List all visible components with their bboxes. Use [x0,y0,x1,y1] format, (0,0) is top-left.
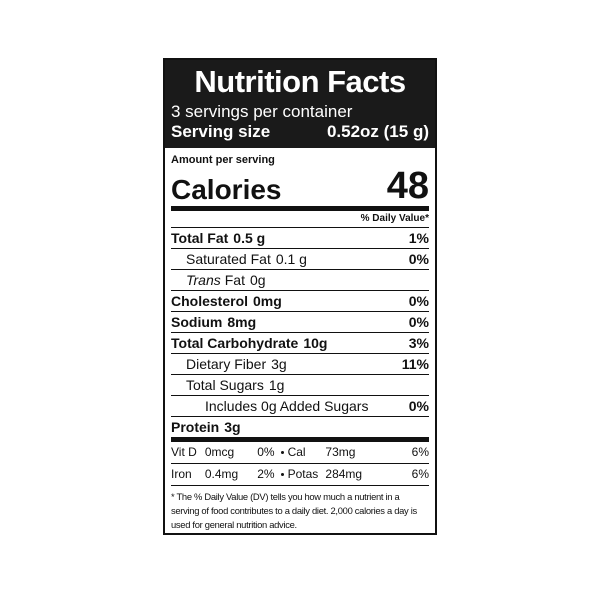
nutrient-amount: 0.5 g [233,230,266,246]
header: Nutrition Facts 3 servings per container… [165,60,435,148]
nutrient-dv: 1% [408,230,429,246]
vitamin-name: Vit D [171,445,197,459]
nutrient-amount: 3g [271,356,287,372]
nutrition-label: Nutrition Facts 3 servings per container… [163,58,437,535]
vitamin-row: Vit D 0mcg 0% Cal 73mg 6% [171,442,429,464]
calories: Calories 48 [171,166,429,211]
nutrients: Total Fat 0.5 g 1% Saturated Fat 0.1 g 0% Tran… [171,228,429,442]
nutrient-row: Total Sugars 1g [171,375,429,396]
vitamin-row: Iron 0.4mg 2% Potas 284mg 6% [171,464,429,486]
amount-per-serving: Amount per serving [171,154,275,166]
serving-size-value: 0.52oz (15 g) [326,122,429,141]
separator-dot [280,451,284,454]
vitamin-name: Iron [171,467,192,481]
vitamin-amount: 284mg [325,467,363,481]
nutrient-dv: 0% [408,314,429,330]
nutrient-name-wrap: Total Carbohydrate 10g [171,333,379,353]
nutrient-name-wrap: Sodium 8mg [171,312,379,332]
nutrient-name: Includes 0g Added Sugars [205,398,369,414]
vitamin-dv: 0% [257,445,275,459]
nutrient-row: Sodium 8mg 0% [171,312,429,333]
serving-size-label: Serving size [171,122,271,141]
label-body: Amount per serving Calories 48 % Daily V… [165,154,435,532]
footnote: * The % Daily Value (DV) tells you how m… [171,491,417,530]
calories-label: Calories [171,174,282,205]
nutrient-dv: 0% [408,251,429,267]
nutrient-name: Saturated Fat [186,251,271,267]
nutrient-name-wrap: Saturated Fat 0.1 g [186,249,379,269]
nutrient-amount: 0.1 g [275,251,307,267]
nutrient-name-wrap: Total Sugars 1g [186,375,429,395]
nutrient-name-wrap: Dietary Fiber 3g [186,354,379,374]
dv-header: % Daily Value* [171,211,429,228]
nutrient-dv: 0% [408,293,429,309]
nutrient-name-italic: Trans [186,272,221,288]
vitamin-amount: 73mg [325,445,356,459]
nutrient-name: Protein [171,419,220,435]
nutrient-name: Fat [224,272,245,288]
vitamin-amount: 0.4mg [204,467,239,481]
serving-size: Serving size 0.52oz (15 g) [171,122,429,142]
nutrient-name-wrap: Includes 0g Added Sugars [205,396,379,416]
title: Nutrition Facts [194,64,406,99]
calories-value: 48 [386,165,429,207]
nutrient-row: Protein 3g [171,417,429,442]
nutrient-name-wrap: Trans Fat 0g [186,270,429,290]
nutrient-row: Dietary Fiber 3g 11% [171,354,429,375]
nutrient-name-wrap: Protein 3g [171,417,429,437]
nutrient-row: Total Fat 0.5 g 1% [171,228,429,249]
nutrient-amount: 3g [224,419,241,435]
nutrient-row: Cholesterol 0mg 0% [171,291,429,312]
nutrient-dv: 11% [401,356,429,372]
nutrient-amount: 10g [303,335,328,351]
vitamin-amount: 0mcg [204,445,235,459]
vitamin-name: Potas [287,467,319,481]
nutrient-amount: 0g [249,272,266,288]
vitamin-dv: 6% [411,467,429,481]
nutrient-name-wrap: Cholesterol 0mg [171,291,379,311]
nutrient-amount: 8mg [227,314,257,330]
nutrient-amount: 1g [268,377,285,393]
nutrient-dv: 0% [408,398,429,414]
vitamin-dv: 6% [411,445,429,459]
vitamin-name: Cal [287,445,306,459]
nutrient-name: Total Sugars [186,377,264,393]
vitamins: Vit D 0mcg 0% Cal 73mg 6% Iron 0.4mg 2% Potas 284m… [171,442,429,486]
nutrient-row: Trans Fat 0g [171,270,429,291]
nutrient-row: Includes 0g Added Sugars 0% [171,396,429,417]
vitamin-dv: 2% [257,467,275,481]
nutrient-name: Total Carbohydrate [171,335,299,351]
nutrient-name: Sodium [171,314,223,330]
nutrient-row: Total Carbohydrate 10g 3% [171,333,429,354]
nutrient-row: Saturated Fat 0.1 g 0% [171,249,429,270]
nutrient-name-wrap: Total Fat 0.5 g [171,228,379,248]
servings: 3 servings per container [171,102,353,121]
separator-dot [280,473,284,476]
nutrient-name: Cholesterol [171,293,249,309]
nutrient-name: Dietary Fiber [186,356,267,372]
nutrient-amount: 0mg [253,293,282,309]
nutrient-name: Total Fat [171,230,229,246]
nutrient-dv: 3% [408,335,429,351]
